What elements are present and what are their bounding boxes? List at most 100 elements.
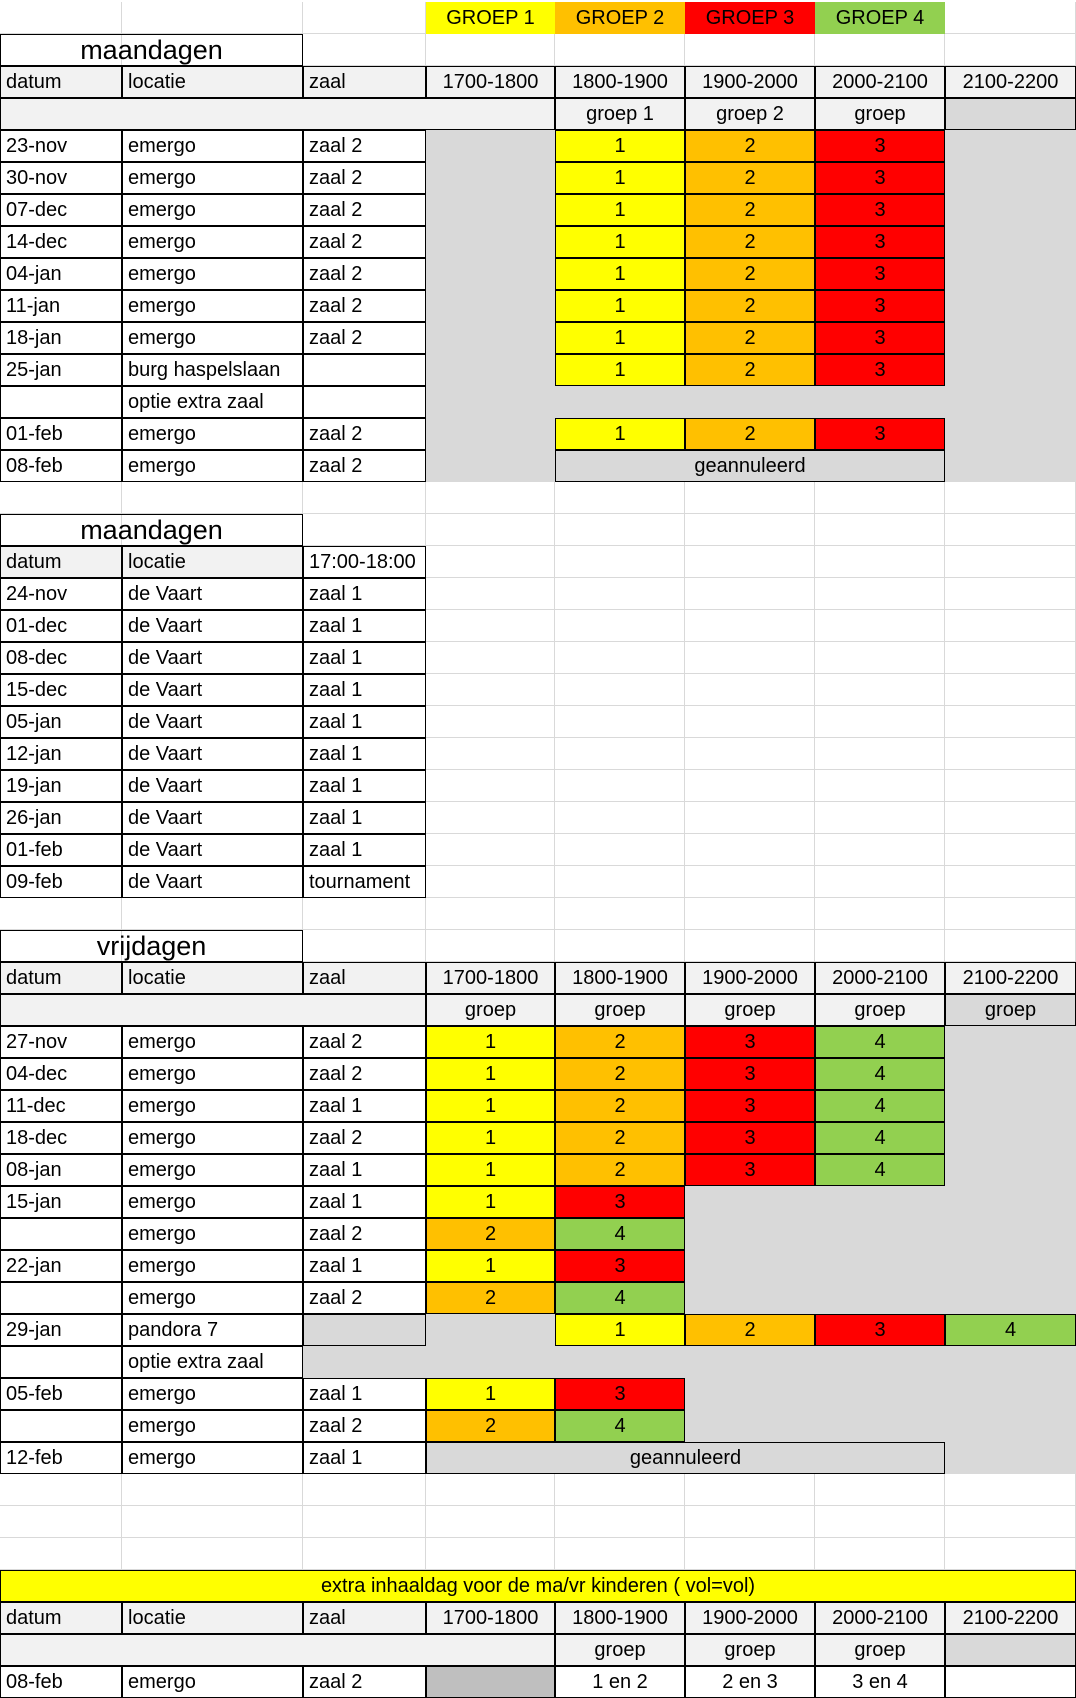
grid-cell[interactable]: [685, 1506, 815, 1538]
grid-cell[interactable]: [426, 802, 555, 834]
group-cell[interactable]: 3: [815, 290, 945, 322]
group-cell[interactable]: 1: [555, 162, 685, 194]
grid-cell[interactable]: [945, 866, 1076, 898]
group-cell[interactable]: 2: [555, 1122, 685, 1154]
grid-cell[interactable]: [303, 898, 426, 930]
grid-cell[interactable]: [685, 482, 815, 514]
grid-cell[interactable]: [303, 2, 426, 34]
group-legend-3[interactable]: GROEP 3: [685, 2, 815, 34]
group-cell[interactable]: 2 en 3: [685, 1666, 815, 1698]
group-cell[interactable]: 4: [815, 1090, 945, 1122]
column-header[interactable]: 17:00-18:00: [303, 546, 426, 578]
grid-cell[interactable]: [815, 610, 945, 642]
date-cell[interactable]: 15-jan: [0, 1186, 122, 1218]
group-cell[interactable]: 4: [815, 1026, 945, 1058]
grid-cell[interactable]: [685, 834, 815, 866]
group-label[interactable]: groep: [815, 994, 945, 1026]
date-cell[interactable]: 24-nov: [0, 578, 122, 610]
location-cell[interactable]: optie extra zaal: [122, 386, 303, 418]
grid-cell[interactable]: [303, 514, 426, 546]
hall-cell[interactable]: zaal 1: [303, 706, 426, 738]
section-title-vrijdagen[interactable]: vrijdagen: [0, 930, 303, 962]
grid-cell[interactable]: [0, 482, 122, 514]
grid-cell[interactable]: [815, 866, 945, 898]
grid-cell[interactable]: [0, 1506, 122, 1538]
grid-cell[interactable]: [685, 514, 815, 546]
empty-cell[interactable]: [945, 1666, 1076, 1698]
group-cell[interactable]: 1: [555, 418, 685, 450]
grid-cell[interactable]: [555, 866, 685, 898]
column-header[interactable]: locatie: [122, 1602, 303, 1634]
hall-cell[interactable]: zaal 2: [303, 290, 426, 322]
location-cell[interactable]: emergo: [122, 1154, 303, 1186]
hall-cell[interactable]: zaal 1: [303, 1154, 426, 1186]
location-cell[interactable]: de Vaart: [122, 866, 303, 898]
grid-cell[interactable]: [815, 674, 945, 706]
grid-cell[interactable]: [426, 738, 555, 770]
grid-cell[interactable]: [555, 770, 685, 802]
hall-cell[interactable]: zaal 2: [303, 194, 426, 226]
group-cell[interactable]: 1: [426, 1378, 555, 1410]
date-cell[interactable]: 11-dec: [0, 1090, 122, 1122]
group-cell[interactable]: 1: [555, 354, 685, 386]
date-cell[interactable]: 14-dec: [0, 226, 122, 258]
date-cell[interactable]: 23-nov: [0, 130, 122, 162]
grid-cell[interactable]: [945, 1506, 1076, 1538]
grid-cell[interactable]: [685, 738, 815, 770]
grid-cell[interactable]: [815, 482, 945, 514]
grid-cell[interactable]: [426, 514, 555, 546]
date-cell[interactable]: [0, 1218, 122, 1250]
group-cell[interactable]: 2: [685, 194, 815, 226]
group-cell[interactable]: 1 en 2: [555, 1666, 685, 1698]
grid-cell[interactable]: [945, 706, 1076, 738]
group-cell[interactable]: 3 en 4: [815, 1666, 945, 1698]
grid-cell[interactable]: [555, 482, 685, 514]
group-cell[interactable]: 2: [555, 1026, 685, 1058]
grid-cell[interactable]: [426, 578, 555, 610]
grid-cell[interactable]: [426, 642, 555, 674]
grid-cell[interactable]: [555, 546, 685, 578]
grid-cell[interactable]: [426, 834, 555, 866]
grid-cell[interactable]: [555, 834, 685, 866]
grid-cell[interactable]: [815, 802, 945, 834]
grid-cell[interactable]: [945, 34, 1076, 66]
grid-cell[interactable]: [303, 1506, 426, 1538]
group-label[interactable]: groep 1: [555, 98, 685, 130]
grid-cell[interactable]: [685, 1538, 815, 1570]
location-cell[interactable]: emergo: [122, 1666, 303, 1698]
grid-cell[interactable]: [426, 546, 555, 578]
hall-cell[interactable]: zaal 2: [303, 418, 426, 450]
column-header[interactable]: zaal: [303, 66, 426, 98]
group-cell[interactable]: 3: [815, 418, 945, 450]
group-cell[interactable]: 4: [815, 1154, 945, 1186]
hall-cell[interactable]: zaal 2: [303, 130, 426, 162]
grid-cell[interactable]: [685, 802, 815, 834]
group-cell[interactable]: 1: [555, 194, 685, 226]
hall-cell[interactable]: zaal 2: [303, 1122, 426, 1154]
grid-cell[interactable]: [815, 930, 945, 962]
group-cell[interactable]: 3: [555, 1186, 685, 1218]
location-cell[interactable]: emergo: [122, 418, 303, 450]
grid-cell[interactable]: [685, 674, 815, 706]
group-legend-1[interactable]: GROEP 1: [426, 2, 555, 34]
hall-cell[interactable]: tournament: [303, 866, 426, 898]
group-cell[interactable]: 4: [945, 1314, 1076, 1346]
hall-cell[interactable]: zaal 1: [303, 1186, 426, 1218]
grid-cell[interactable]: [815, 706, 945, 738]
date-cell[interactable]: 01-dec: [0, 610, 122, 642]
group-cell[interactable]: 2: [685, 130, 815, 162]
group-cell[interactable]: 1: [555, 322, 685, 354]
group-cell[interactable]: 3: [815, 354, 945, 386]
hall-cell[interactable]: [303, 1314, 426, 1346]
group-cell[interactable]: 1: [555, 130, 685, 162]
group-cell[interactable]: 3: [815, 322, 945, 354]
date-cell[interactable]: 12-feb: [0, 1442, 122, 1474]
grid-cell[interactable]: [426, 34, 555, 66]
hall-cell[interactable]: zaal 1: [303, 1250, 426, 1282]
grid-cell[interactable]: [945, 546, 1076, 578]
grid-cell[interactable]: [815, 1506, 945, 1538]
grid-cell[interactable]: [122, 1506, 303, 1538]
date-cell[interactable]: 09-feb: [0, 866, 122, 898]
group-cell[interactable]: 2: [426, 1282, 555, 1314]
location-cell[interactable]: emergo: [122, 450, 303, 482]
